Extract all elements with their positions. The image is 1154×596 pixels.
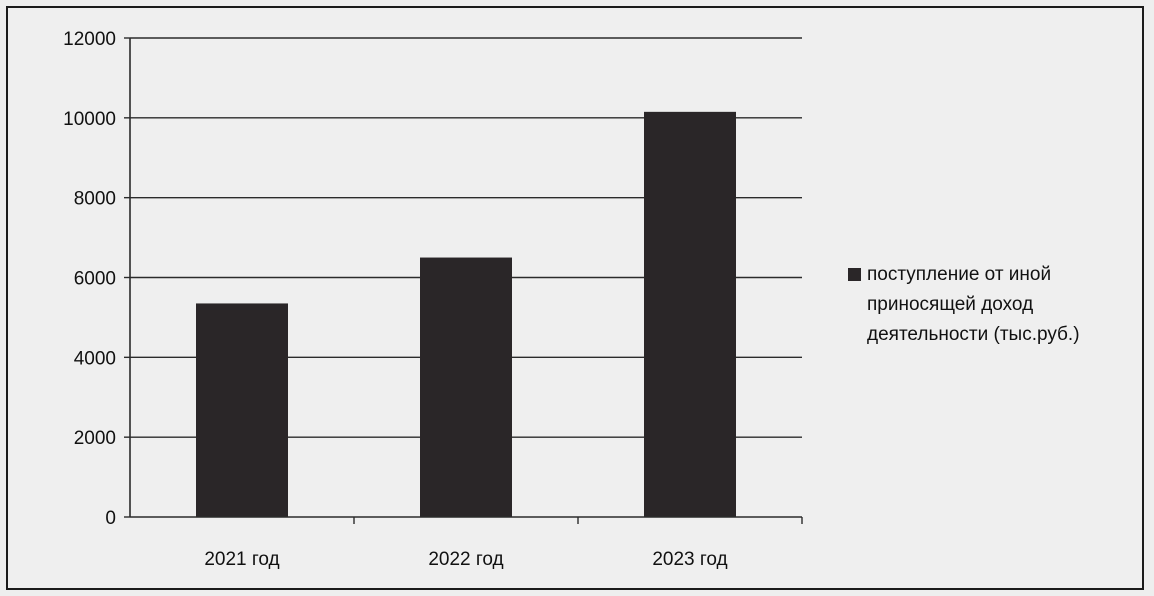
y-tick-label: 2000: [74, 428, 116, 449]
chart-frame: [6, 6, 1144, 590]
bar: [196, 303, 288, 517]
legend-label: поступление от иной приносящей доход дея…: [867, 264, 1080, 345]
bars: [196, 111, 736, 518]
y-tick-label: 10000: [63, 109, 116, 130]
y-tick-label: 12000: [63, 29, 116, 50]
y-tick-label: 8000: [74, 189, 116, 210]
bar: [420, 257, 512, 517]
legend: поступление от иной приносящей доход дея…: [848, 260, 1148, 350]
y-tick-label: 4000: [74, 348, 116, 369]
y-tick-label: 0: [105, 508, 116, 529]
tick-labels: 0 2000 4000 6000 8000 10000 12000 2021 год 2022 …: [63, 29, 727, 570]
bar: [644, 111, 736, 518]
y-tick-label: 6000: [74, 269, 116, 290]
x-tick-label: 2021 год: [204, 549, 279, 570]
axes: [124, 37, 803, 524]
x-tick-label: 2022 год: [428, 549, 503, 570]
legend-swatch: [848, 268, 861, 281]
x-tick-label: 2023 год: [652, 549, 727, 570]
